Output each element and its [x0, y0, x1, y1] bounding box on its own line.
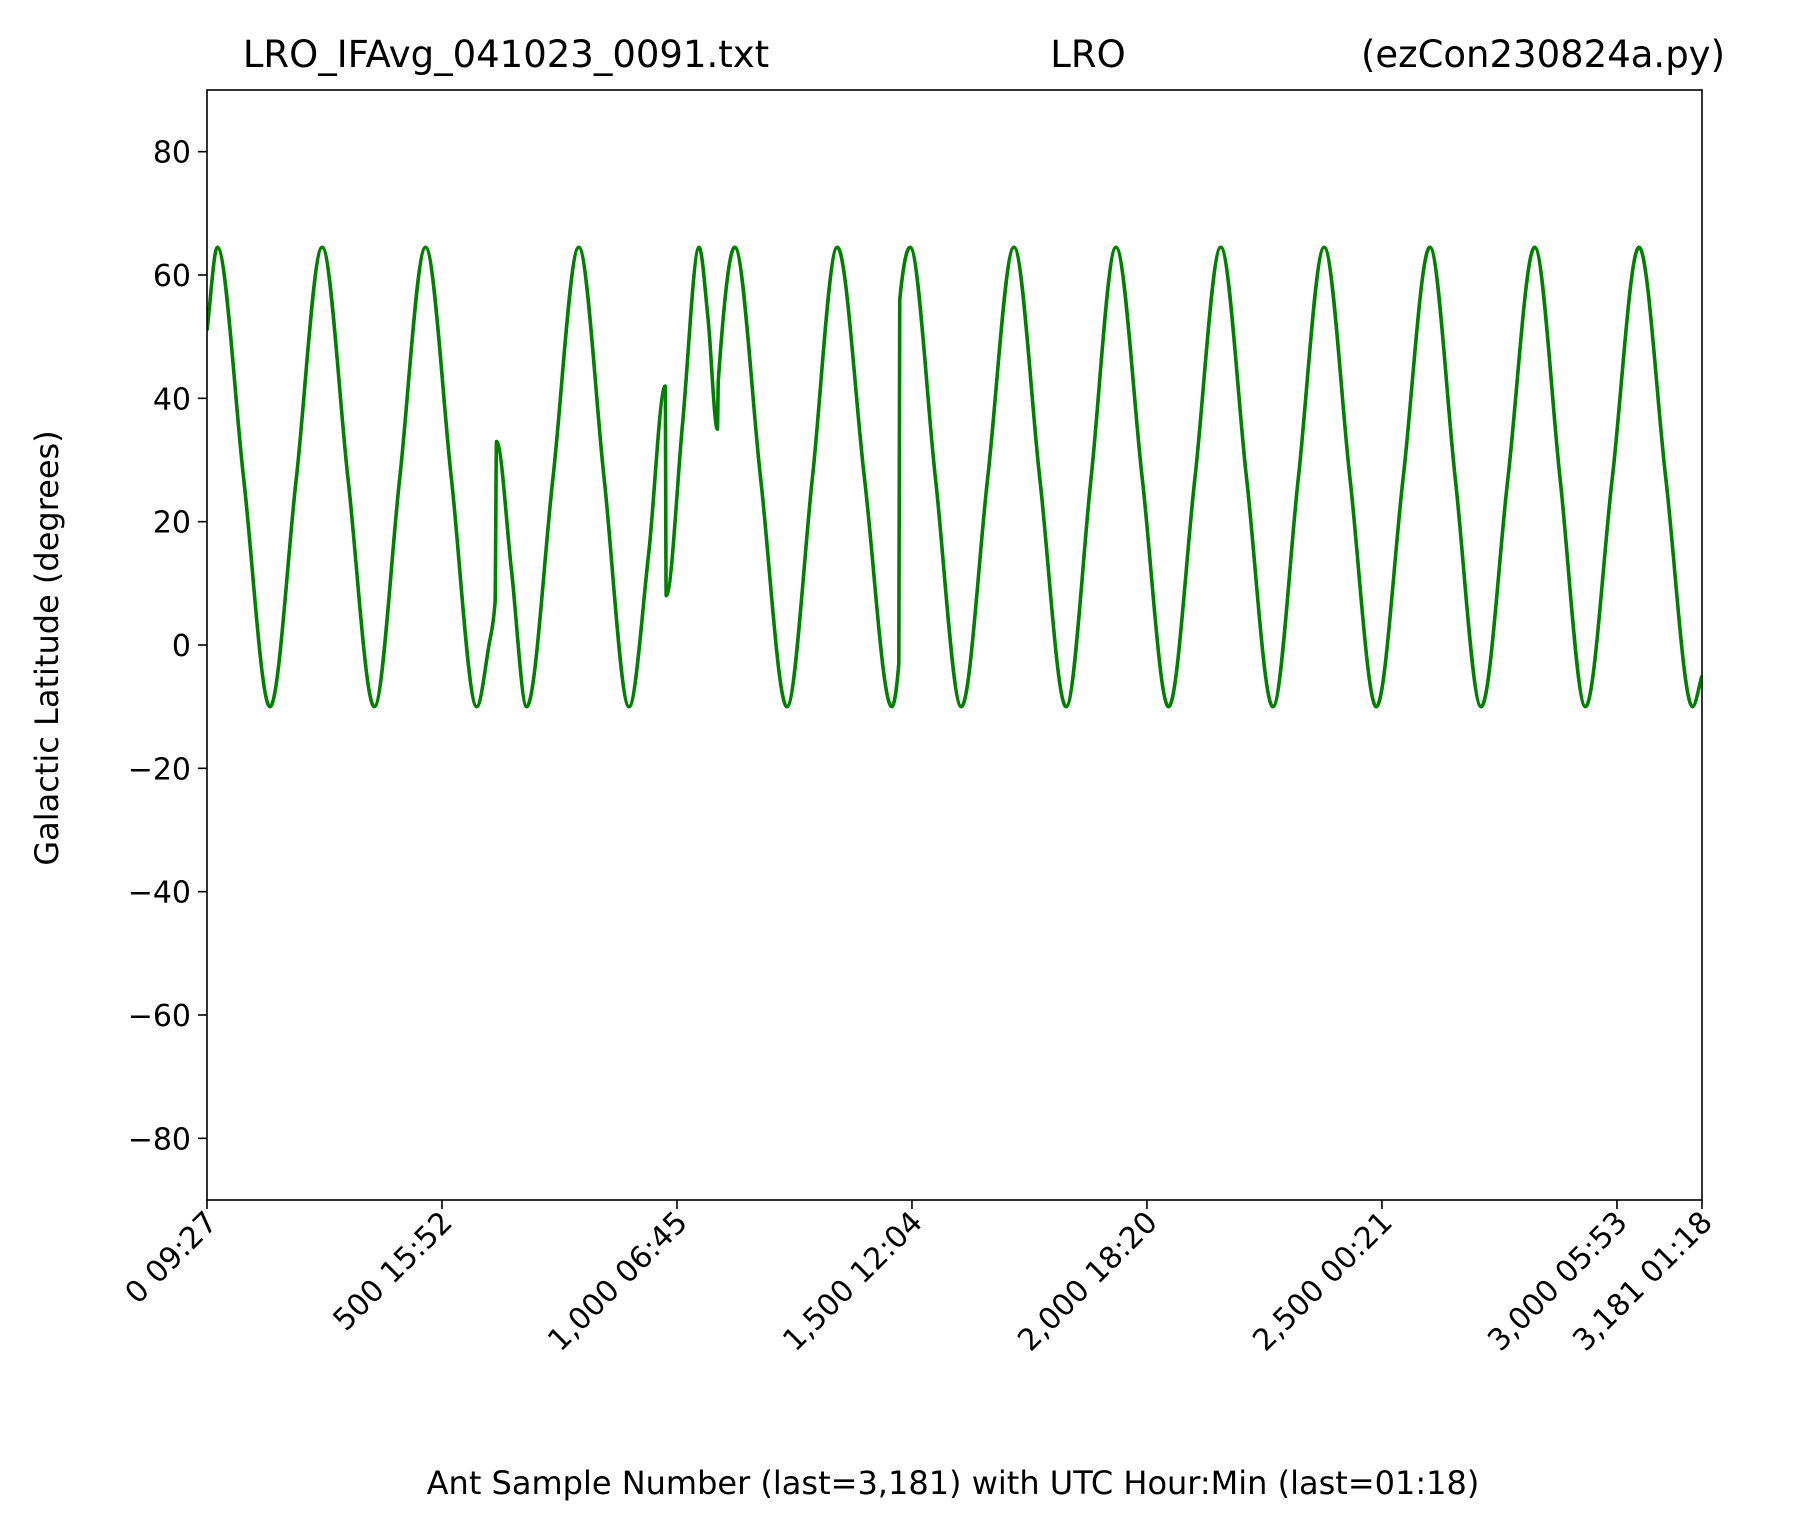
- chart-title: LRO_IFAvg_041023_0091.txt: [243, 33, 769, 76]
- y-tick-label: −40: [128, 876, 191, 911]
- y-axis-label: Galactic Latitude (degrees): [28, 430, 66, 865]
- y-tick-label: −80: [128, 1122, 191, 1157]
- y-tick-label: 20: [153, 506, 191, 541]
- y-tick-label: 60: [153, 259, 191, 294]
- y-tick-label: −60: [128, 999, 191, 1034]
- y-tick-label: 0: [172, 629, 191, 664]
- chart-title: LRO: [1050, 33, 1125, 76]
- y-tick-label: 40: [153, 382, 191, 417]
- plot-frame: [206, 89, 1703, 1201]
- x-axis-label: Ant Sample Number (last=3,181) with UTC …: [427, 1464, 1480, 1502]
- data-line: [207, 245, 1702, 709]
- y-tick-label: 80: [153, 136, 191, 171]
- chart-title: (ezCon230824a.py): [1361, 33, 1725, 76]
- y-tick-label: −20: [128, 752, 191, 787]
